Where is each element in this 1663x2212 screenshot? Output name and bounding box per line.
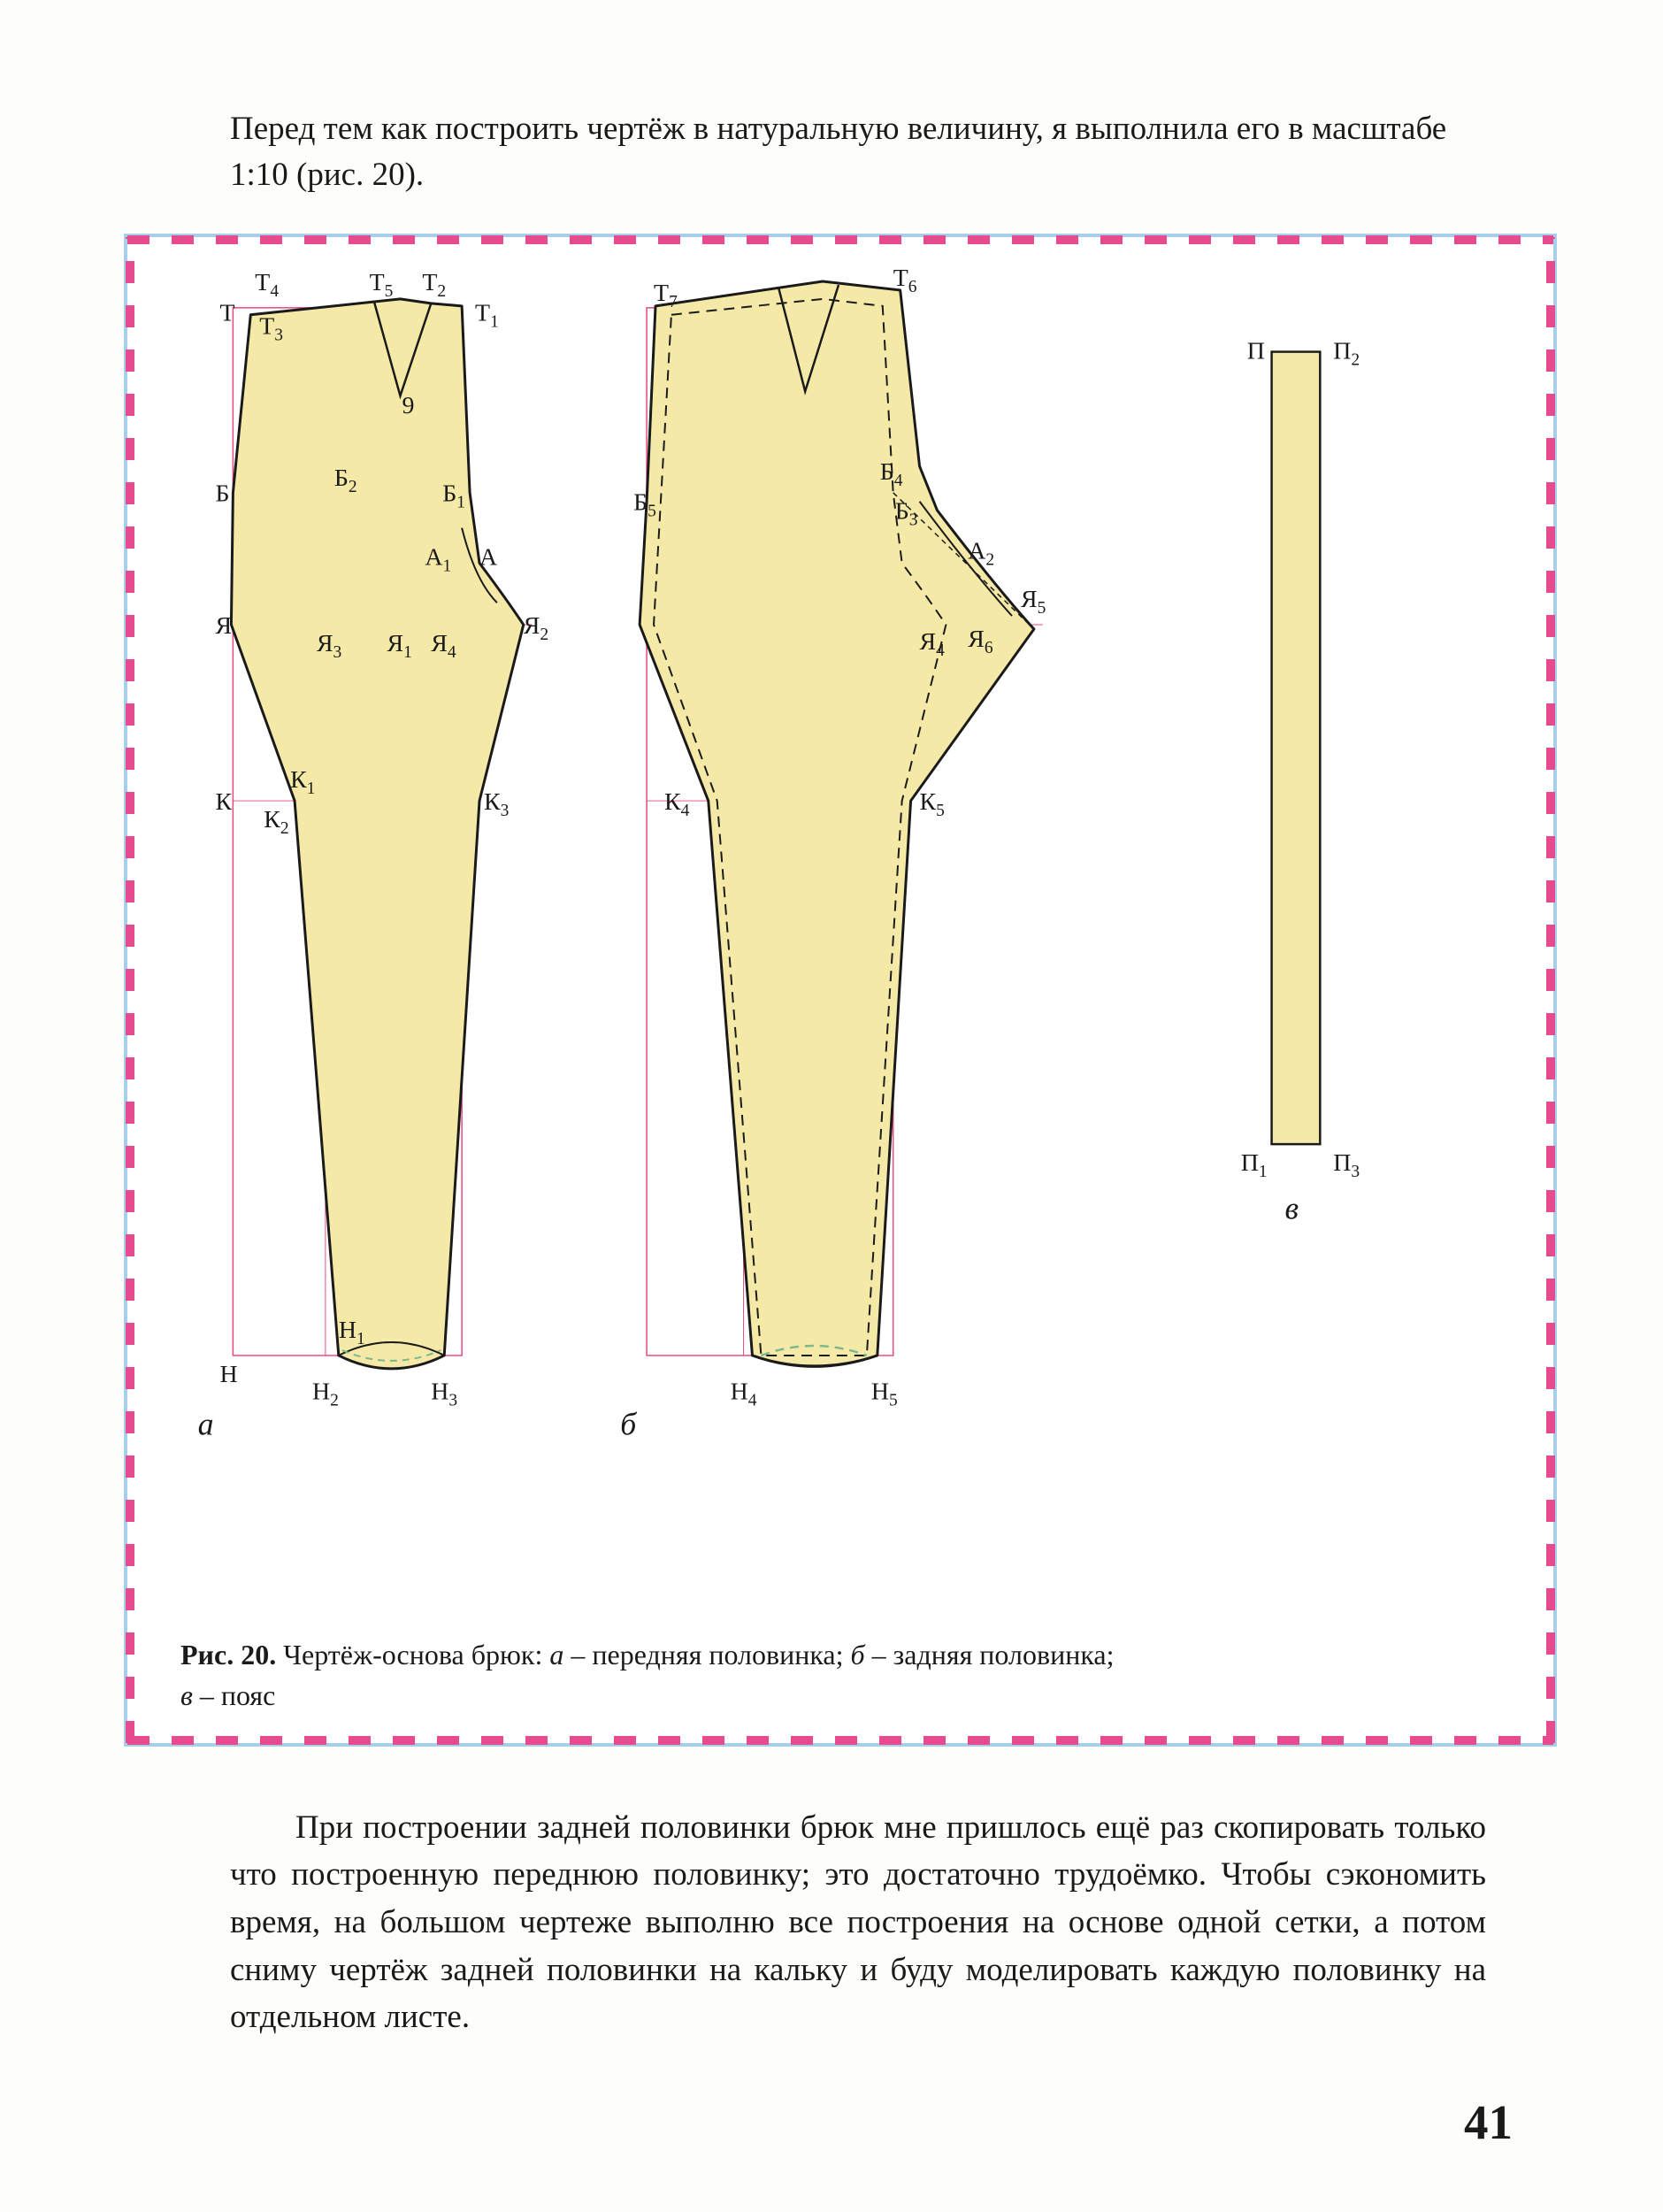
svg-text:А2: А2 [968,537,994,569]
svg-text:Н3: Н3 [431,1378,457,1409]
svg-text:Т7: Т7 [654,279,678,311]
svg-text:Н4: Н4 [731,1378,757,1409]
svg-text:К3: К3 [484,788,509,820]
svg-text:Т6: Т6 [893,265,917,296]
svg-text:а: а [198,1406,214,1441]
svg-text:Н5: Н5 [871,1378,898,1409]
svg-text:П: П [1247,337,1265,365]
diagram-frame: ТТ4Т3Т5Т2Т19ББ2Б1А1АЯЯ3Я1Я4Я2КК1К2К3НН1Н… [124,234,1557,1747]
svg-text:К5: К5 [920,788,945,820]
svg-text:Т4: Т4 [255,269,279,301]
svg-text:Т1: Т1 [475,299,499,331]
caption-prefix: Рис. 20. [180,1639,276,1671]
svg-text:К4: К4 [664,788,690,820]
svg-text:Т5: Т5 [370,269,394,301]
svg-text:К2: К2 [264,806,288,838]
svg-text:б: б [620,1406,637,1441]
svg-text:Т2: Т2 [422,269,446,301]
body-paragraph: При построении задней половинки брюк мне… [230,1804,1486,2041]
pattern-diagram: ТТ4Т3Т5Т2Т19ББ2Б1А1АЯЯ3Я1Я4Я2КК1К2К3НН1Н… [127,237,1553,1743]
svg-text:Я5: Я5 [1021,586,1046,618]
svg-text:К: К [216,788,233,816]
svg-text:П3: П3 [1333,1149,1360,1181]
svg-text:Я2: Я2 [524,612,548,644]
svg-text:П2: П2 [1333,337,1360,369]
svg-text:А: А [479,543,497,571]
svg-text:П1: П1 [1241,1149,1268,1181]
svg-text:Н: Н [219,1360,237,1387]
svg-text:Я: Я [216,612,233,640]
svg-text:Б: Б [216,480,230,507]
svg-text:Н2: Н2 [312,1378,339,1409]
intro-paragraph: Перед тем как построить чертёж в натурал… [230,106,1486,198]
svg-text:9: 9 [402,392,414,419]
page-number: 41 [1464,2094,1513,2150]
svg-text:в: в [1285,1190,1299,1225]
svg-text:Т: Т [219,299,234,326]
figure-caption: Рис. 20. Чертёж-основа брюк: а – передня… [180,1634,1500,1717]
